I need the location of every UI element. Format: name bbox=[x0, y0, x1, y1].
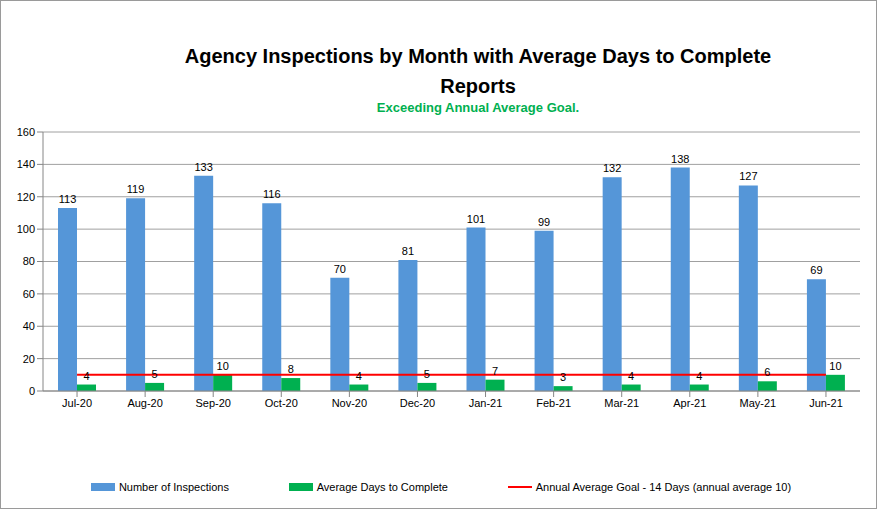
svg-text:4: 4 bbox=[356, 370, 362, 382]
svg-text:60: 60 bbox=[23, 288, 35, 300]
html-text:Average Days to Complete: Average Days to Complete bbox=[316, 481, 448, 493]
svg-text:40: 40 bbox=[23, 320, 35, 332]
svg-text:10: 10 bbox=[829, 360, 841, 372]
svg-text:5: 5 bbox=[424, 368, 430, 380]
svg-text:101: 101 bbox=[467, 213, 485, 225]
svg-text:May-21: May-21 bbox=[740, 397, 777, 409]
svg-text:140: 140 bbox=[17, 158, 35, 170]
svg-text:Jun-21: Jun-21 bbox=[809, 397, 843, 409]
html-text:Number of Inspections: Number of Inspections bbox=[118, 481, 229, 493]
svg-text:Apr-21: Apr-21 bbox=[673, 397, 706, 409]
svg-text:120: 120 bbox=[17, 191, 35, 203]
svg-text:Nov-20: Nov-20 bbox=[332, 397, 367, 409]
svg-text:4: 4 bbox=[628, 370, 634, 382]
svg-text:132: 132 bbox=[603, 162, 621, 174]
svg-text:160: 160 bbox=[17, 126, 35, 138]
svg-text:3: 3 bbox=[560, 371, 566, 383]
html-text:Exceeding Annual Average Goal.: Exceeding Annual Average Goal. bbox=[376, 100, 580, 115]
svg-text:113: 113 bbox=[59, 193, 77, 205]
svg-text:127: 127 bbox=[739, 170, 757, 182]
svg-text:0: 0 bbox=[29, 385, 35, 397]
svg-text:5: 5 bbox=[152, 368, 158, 380]
svg-text:Dec-20: Dec-20 bbox=[400, 397, 435, 409]
svg-text:80: 80 bbox=[23, 255, 35, 267]
svg-text:Jul-20: Jul-20 bbox=[62, 397, 92, 409]
svg-text:119: 119 bbox=[127, 183, 145, 195]
svg-text:100: 100 bbox=[17, 223, 35, 235]
svg-text:Aug-20: Aug-20 bbox=[127, 397, 162, 409]
svg-text:81: 81 bbox=[402, 245, 414, 257]
svg-text:70: 70 bbox=[334, 263, 346, 275]
svg-text:Mar-21: Mar-21 bbox=[604, 397, 639, 409]
html-text:Agency Inspections by Month wi: Agency Inspections by Month with Average… bbox=[184, 45, 772, 97]
svg-text:133: 133 bbox=[194, 161, 212, 173]
svg-text:99: 99 bbox=[538, 216, 550, 228]
svg-text:20: 20 bbox=[23, 353, 35, 365]
svg-text:138: 138 bbox=[671, 153, 689, 165]
svg-text:10: 10 bbox=[217, 360, 229, 372]
svg-text:8: 8 bbox=[288, 363, 294, 375]
svg-text:69: 69 bbox=[810, 264, 822, 276]
html-text:Annual Average Goal - 14 Days: Annual Average Goal - 14 Days (annual av… bbox=[535, 481, 792, 493]
svg-text:116: 116 bbox=[263, 188, 281, 200]
svg-text:Feb-21: Feb-21 bbox=[536, 397, 571, 409]
svg-text:Oct-20: Oct-20 bbox=[265, 397, 298, 409]
svg-text:Jan-21: Jan-21 bbox=[469, 397, 503, 409]
svg-text:6: 6 bbox=[764, 366, 770, 378]
svg-text:Sep-20: Sep-20 bbox=[195, 397, 230, 409]
svg-text:4: 4 bbox=[696, 370, 702, 382]
svg-text:7: 7 bbox=[492, 365, 498, 377]
svg-text:4: 4 bbox=[83, 370, 89, 382]
